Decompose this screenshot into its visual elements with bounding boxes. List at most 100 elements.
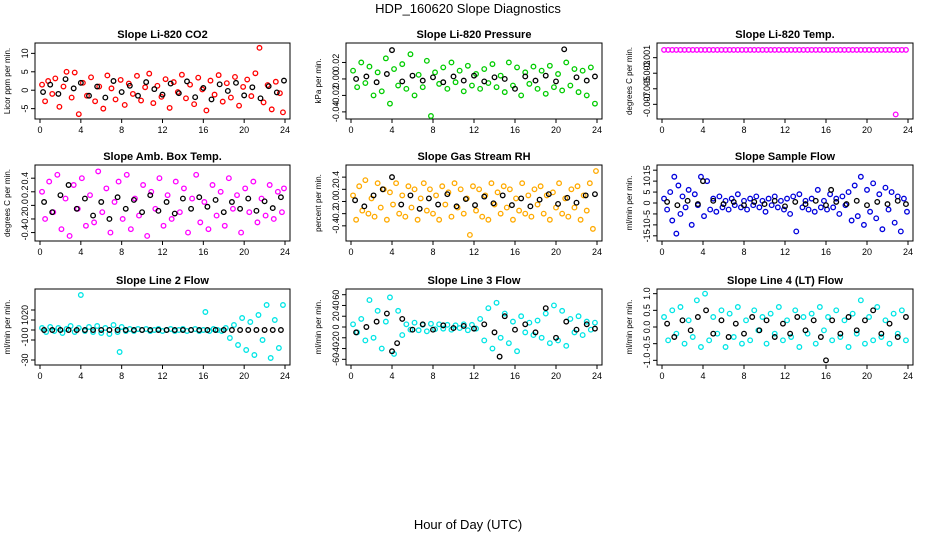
data-point [65, 327, 72, 333]
data-point [761, 201, 768, 208]
data-point [556, 180, 563, 187]
data-point [540, 210, 547, 217]
data-point [116, 349, 123, 355]
data-point [898, 307, 905, 314]
data-point [107, 229, 114, 236]
data-point [864, 186, 870, 193]
y-tick-label: -0.02 [331, 85, 341, 106]
data-point [526, 80, 533, 87]
data-point [395, 307, 402, 314]
data-point [408, 204, 415, 211]
data-point [582, 192, 589, 199]
data-point [885, 206, 892, 213]
data-point [439, 183, 446, 190]
data-point [496, 353, 503, 360]
x-tick-label: 12 [469, 247, 479, 257]
panel-title: Slope Sample Flow [735, 151, 836, 163]
x-tick-label: 24 [592, 371, 602, 381]
data-point [57, 327, 64, 333]
y-tick-label: -30 [20, 353, 30, 366]
data-point [84, 92, 90, 99]
data-point [377, 204, 384, 211]
x-tick-label: 12 [780, 247, 790, 257]
data-point [674, 202, 681, 209]
data-point [694, 201, 701, 208]
data-point [163, 327, 170, 333]
data-point [583, 207, 590, 214]
data-point [62, 76, 69, 83]
x-tick-label: 0 [37, 371, 42, 381]
x-tick-label: 16 [821, 125, 831, 135]
y-tick-label: -0.04 [331, 102, 341, 123]
data-point [350, 192, 356, 199]
data-point [444, 191, 451, 198]
data-point [503, 204, 510, 211]
data-point [687, 327, 694, 334]
plot-frame [34, 164, 291, 242]
data-point [669, 217, 676, 224]
y-axis-label: degrees C per min. [625, 47, 634, 115]
data-point [814, 186, 821, 193]
data-point [891, 219, 898, 226]
data-point [49, 90, 56, 97]
y-tick-label: -0.005 [642, 76, 652, 102]
data-point [269, 327, 276, 333]
data-point [771, 330, 778, 337]
data-point [867, 208, 874, 215]
data-point [527, 203, 534, 210]
data-point [196, 194, 203, 201]
data-point [440, 64, 447, 71]
data-point [273, 89, 280, 96]
data-point [407, 192, 414, 199]
data-point [485, 305, 492, 312]
data-point [894, 197, 901, 204]
data-point [874, 304, 881, 310]
data-point [897, 228, 904, 235]
data-point [188, 327, 195, 333]
y-tick-label: 5 [642, 190, 652, 195]
data-point [362, 177, 369, 184]
data-point [78, 175, 85, 182]
data-point [476, 186, 483, 193]
chart-panel-9: Slope Line 4 (LT) Flow ml/min per min. 0 4 8… [625, 275, 914, 381]
y-tick-label: -1.0 [642, 353, 652, 369]
data-point [862, 317, 868, 324]
data-point [505, 59, 512, 66]
data-point [751, 198, 758, 205]
data-point [60, 83, 67, 90]
x-tick-label: 4 [700, 371, 705, 381]
y-tick-label: 10 [20, 48, 30, 58]
plot-frame [34, 42, 291, 120]
data-point [54, 171, 61, 178]
data-point [419, 77, 426, 84]
data-point [56, 103, 63, 110]
data-point [592, 191, 598, 198]
data-point [267, 355, 274, 361]
data-point [469, 82, 475, 89]
data-point [792, 307, 799, 314]
data-point [180, 185, 187, 192]
y-tick-label: -0.4 [331, 218, 341, 234]
data-point [878, 334, 885, 340]
x-tick-label: 16 [510, 125, 520, 135]
data-point [238, 229, 245, 236]
x-axis-title: Hour of Day (UTC) [413, 517, 523, 532]
data-point [57, 192, 64, 199]
data-point [751, 307, 758, 314]
data-point [493, 84, 500, 91]
data-point [829, 337, 836, 344]
series-2 [664, 178, 909, 210]
panel-title: Slope Line 4 (LT) Flow [727, 275, 843, 287]
data-point [734, 191, 741, 198]
data-point [841, 317, 848, 324]
data-point [460, 322, 467, 329]
data-point [73, 205, 80, 212]
y-tick-label: 20 [331, 311, 341, 321]
y-tick-label: 0.2 [331, 183, 341, 196]
data-point [77, 79, 84, 86]
data-point [440, 322, 447, 329]
x-tick-label: 24 [592, 125, 602, 135]
data-point [209, 182, 216, 188]
series-1 [39, 44, 286, 118]
data-point [416, 205, 423, 212]
